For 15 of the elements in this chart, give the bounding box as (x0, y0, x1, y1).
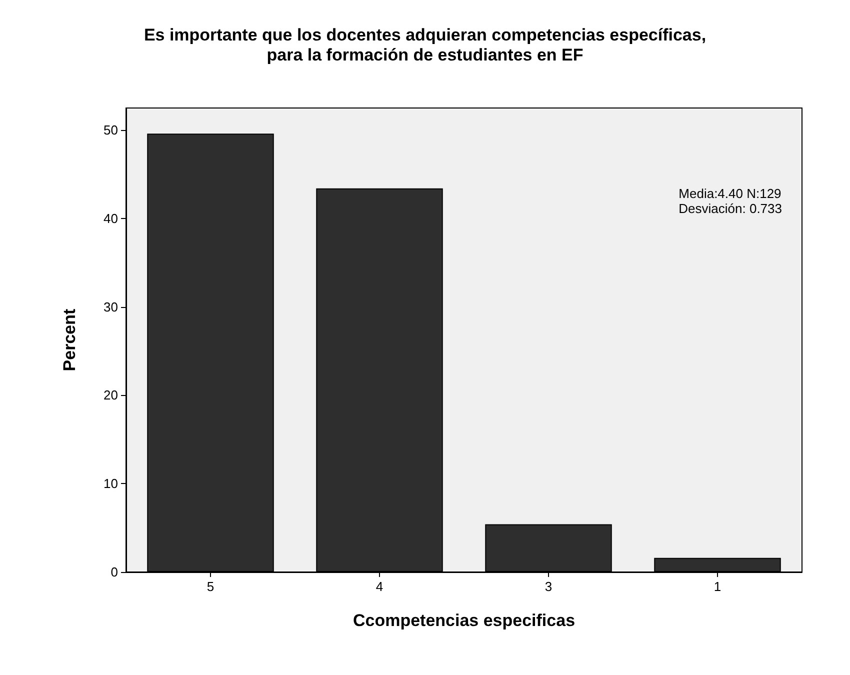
x-tick-label: 5 (206, 579, 214, 594)
y-axis-title: Percent (60, 308, 79, 372)
x-tick-label: 4 (376, 579, 384, 594)
y-tick-label: 10 (104, 476, 118, 492)
y-tick-label: 30 (104, 299, 118, 314)
y-tick-label: 40 (104, 210, 118, 226)
y-tick-label: 20 (104, 388, 118, 403)
chart-title: Es importante que los docentes adquieran competencias específicas, para la formación de estudiantes en EF (144, 26, 706, 64)
x-tick-label: 1 (714, 579, 722, 594)
annotation: Media:4.40 N:129 (678, 186, 782, 201)
y-tick-label: 0 (110, 564, 118, 580)
x-axis-title: Ccompetencias especificas (352, 611, 576, 630)
x-tick-label: 3 (544, 579, 552, 594)
annotation: Desviación: 0.733 (678, 201, 782, 216)
y-tick-label: 50 (104, 122, 118, 138)
